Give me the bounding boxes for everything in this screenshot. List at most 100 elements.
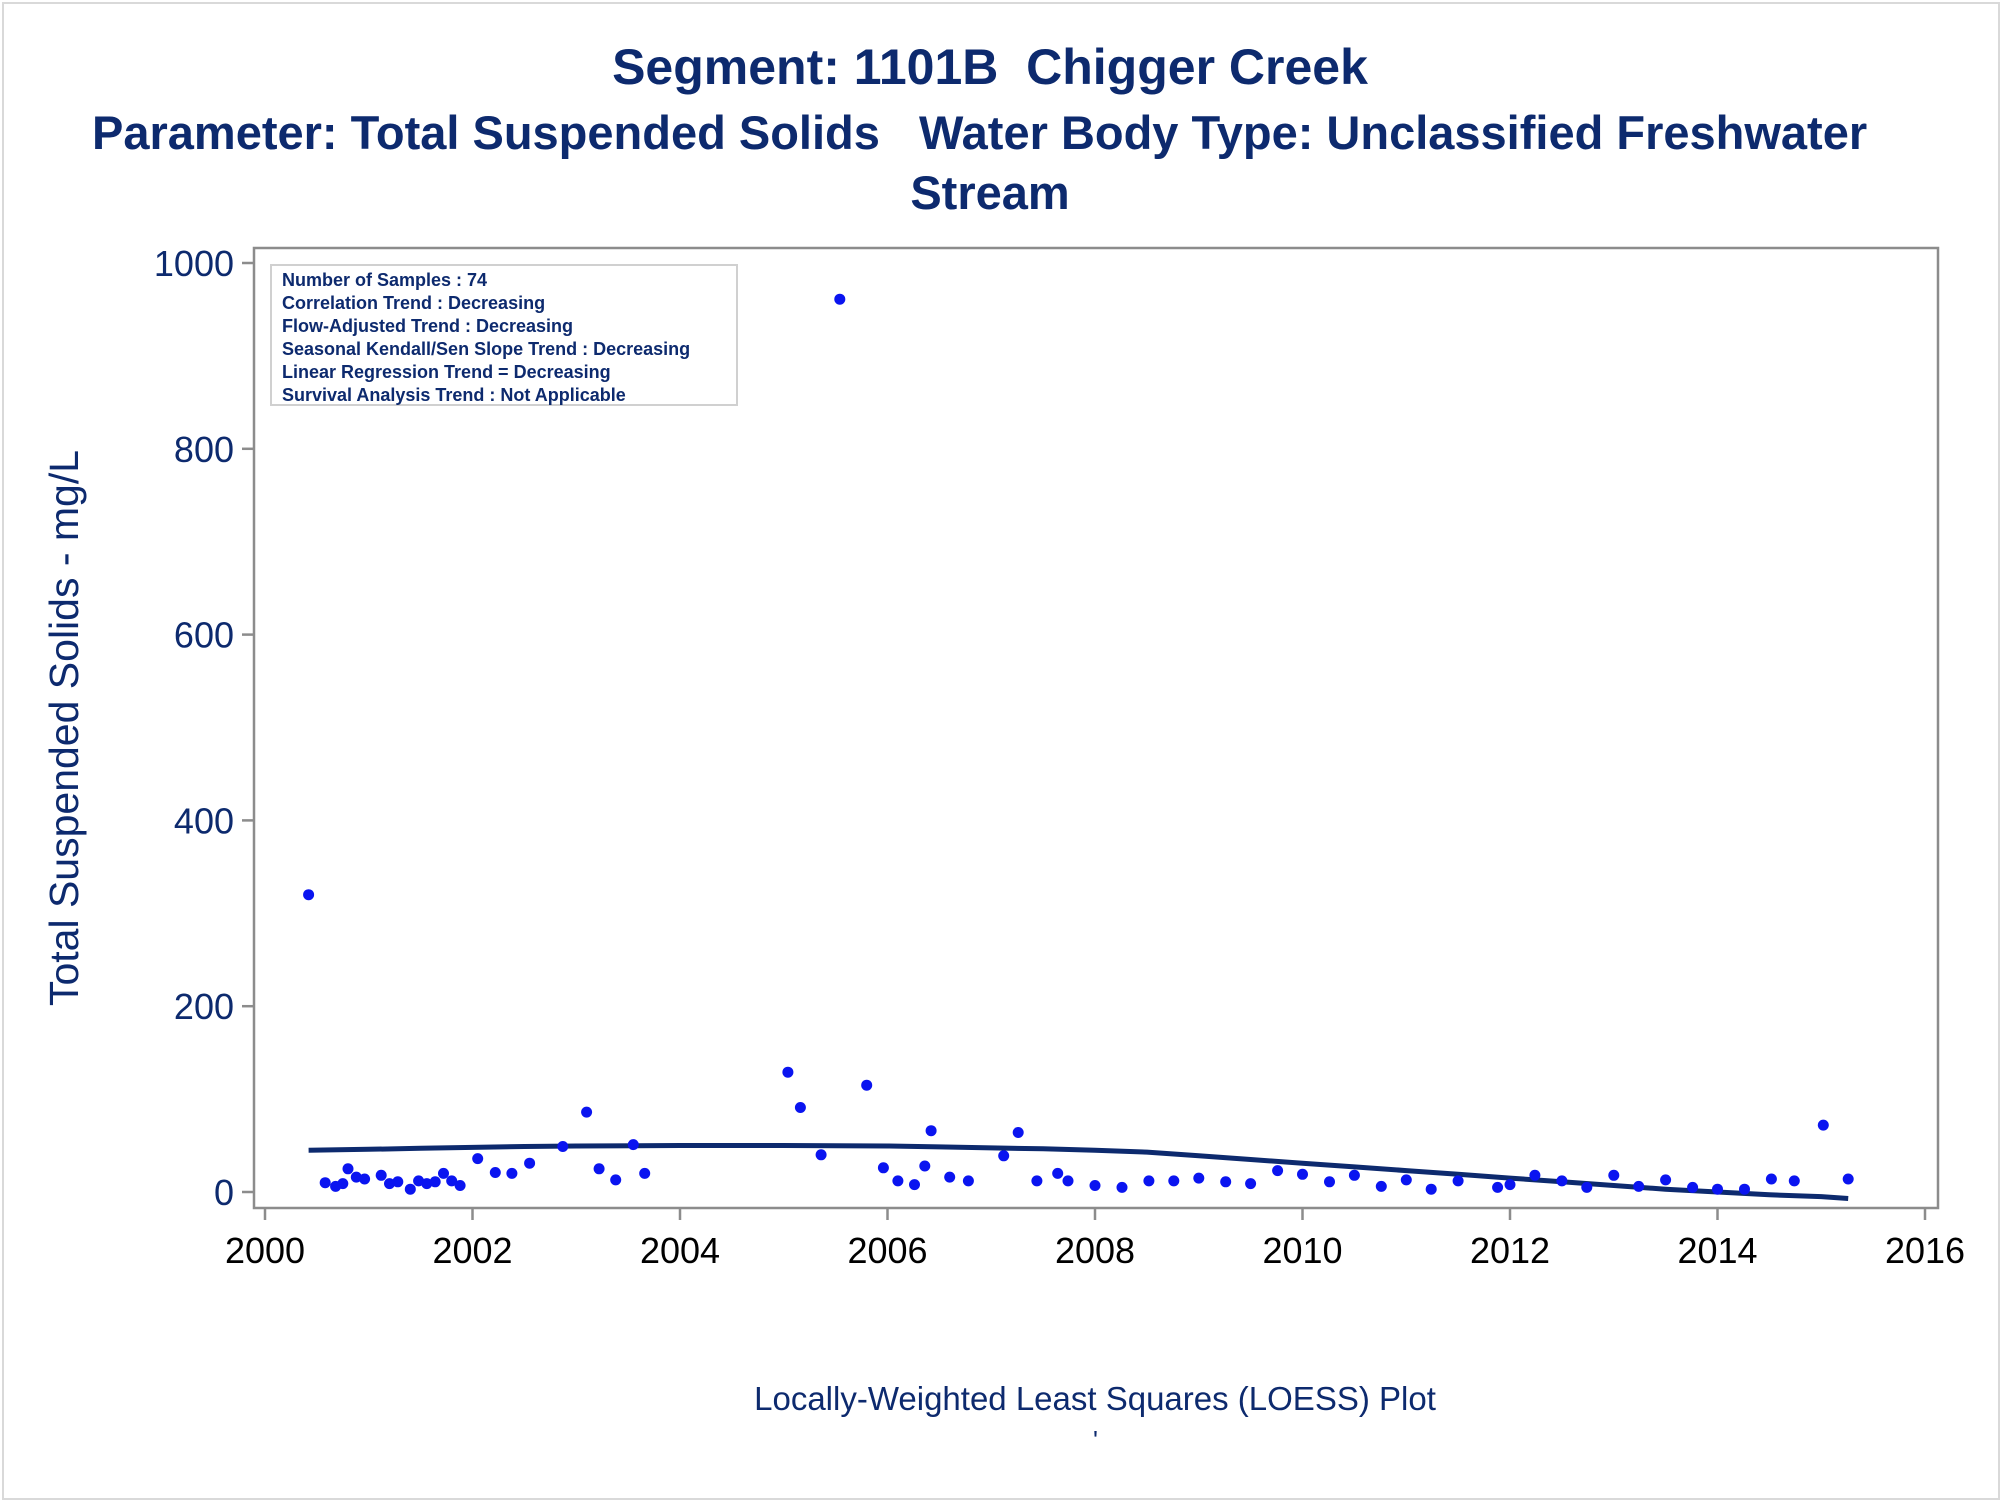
data-point [815, 1149, 827, 1161]
data-point [375, 1169, 387, 1181]
y-tick-label: 200 [174, 986, 234, 1027]
trend-stat-line: Flow-Adjusted Trend : Decreasing [282, 316, 574, 336]
data-point [1633, 1180, 1645, 1192]
data-point [319, 1177, 331, 1189]
data-point [342, 1163, 354, 1175]
data-point [506, 1167, 518, 1179]
data-point [794, 1102, 806, 1113]
data-point [834, 293, 846, 305]
x-tick-label: 2002 [432, 1230, 512, 1271]
data-point [581, 1106, 593, 1118]
data-point [1504, 1179, 1516, 1191]
data-point [892, 1175, 904, 1187]
points-layer [303, 293, 1854, 1195]
data-point [454, 1180, 466, 1191]
y-tick-label: 800 [174, 429, 234, 470]
x-tick-label: 2012 [1470, 1230, 1550, 1271]
data-point [359, 1173, 371, 1185]
data-point [593, 1163, 605, 1175]
data-point [944, 1171, 956, 1183]
x-tick-label: 2004 [640, 1230, 720, 1271]
data-point [350, 1171, 362, 1183]
data-point [524, 1157, 536, 1169]
data-point [1581, 1181, 1593, 1193]
data-point [1788, 1175, 1800, 1187]
data-point [1143, 1175, 1155, 1187]
trend-stats-list: Number of Samples : 74 Correlation Trend … [282, 269, 690, 407]
data-point [1425, 1183, 1437, 1195]
data-point [384, 1178, 395, 1190]
data-point [1272, 1165, 1284, 1177]
data-point [429, 1176, 441, 1188]
data-point [1220, 1176, 1232, 1188]
data-point [472, 1153, 484, 1165]
data-point [861, 1079, 873, 1091]
y-tick-label: 0 [214, 1172, 234, 1213]
data-point [1031, 1175, 1043, 1187]
data-point [1193, 1172, 1205, 1184]
data-point [1608, 1169, 1620, 1181]
data-point [421, 1178, 433, 1190]
data-point [782, 1066, 794, 1078]
data-point [404, 1183, 416, 1195]
trend-stat-line: Linear Regression Trend = Decreasing [282, 362, 611, 382]
data-point [1116, 1181, 1128, 1193]
data-point [446, 1175, 458, 1187]
data-point [1400, 1174, 1412, 1186]
data-point [1062, 1175, 1074, 1187]
data-point [639, 1167, 651, 1179]
data-point [1245, 1178, 1257, 1190]
x-tick-label: 2010 [1262, 1230, 1342, 1271]
data-point [1348, 1169, 1360, 1181]
data-point [1297, 1168, 1308, 1180]
trend-stat-line: Seasonal Kendall/Sen Slope Trend : Decre… [282, 339, 691, 359]
chart-subtitle: Parameter: Total Suspended Solids Water … [92, 106, 1868, 159]
data-point [1089, 1180, 1101, 1191]
data-point [337, 1178, 349, 1190]
data-point [303, 889, 315, 901]
trend-stat-line: Number of Samples : 74 [282, 270, 488, 290]
data-point [1452, 1175, 1464, 1187]
data-point [1375, 1180, 1387, 1192]
footnote: Locally-Weighted Least Squares (LOESS) P… [754, 1380, 1436, 1417]
data-point [489, 1167, 501, 1178]
data-point [1712, 1183, 1723, 1195]
chart-subtitle-continued: Stream [910, 166, 1070, 219]
data-point [392, 1176, 404, 1188]
data-point [962, 1175, 974, 1187]
data-point [1765, 1173, 1777, 1185]
data-point [1324, 1176, 1335, 1188]
y-axis: 0 200 400 600 800 1000 [154, 243, 254, 1213]
data-point [1660, 1174, 1672, 1186]
data-point [557, 1141, 569, 1152]
trend-stat-line: Correlation Trend : Decreasing [282, 293, 546, 313]
y-tick-label: 600 [174, 615, 234, 656]
x-tick-label: 2000 [225, 1230, 305, 1271]
x-tick-label: 2008 [1055, 1230, 1135, 1271]
footnote-mark: ' [1093, 1425, 1098, 1455]
y-axis-label: Total Suspended Solids - mg/L [41, 450, 87, 1006]
data-point [610, 1174, 622, 1186]
trend-stat-line: Survival Analysis Trend : Not Applicable [282, 385, 626, 405]
trend-stats-box: Number of Samples : 74 Correlation Trend … [270, 264, 738, 406]
x-tick-label: 2006 [847, 1230, 927, 1271]
data-point [438, 1167, 449, 1179]
data-point [1492, 1181, 1504, 1193]
data-point [1529, 1169, 1541, 1181]
y-tick-label: 1000 [154, 243, 234, 284]
x-tick-label: 2014 [1677, 1230, 1757, 1271]
chart-title: Segment: 1101B Chigger Creek [612, 39, 1368, 95]
data-point [1687, 1181, 1699, 1193]
y-tick-label: 400 [174, 800, 234, 841]
data-point [919, 1160, 931, 1172]
data-point [998, 1150, 1010, 1162]
data-point [1012, 1127, 1024, 1138]
data-point [1739, 1183, 1750, 1195]
data-point [1556, 1175, 1568, 1187]
data-point [877, 1162, 889, 1174]
x-axis: 2000 2002 2004 2006 2008 2010 2012 2014 2016 [225, 1208, 1965, 1271]
data-point [925, 1125, 937, 1137]
data-point [627, 1139, 639, 1151]
